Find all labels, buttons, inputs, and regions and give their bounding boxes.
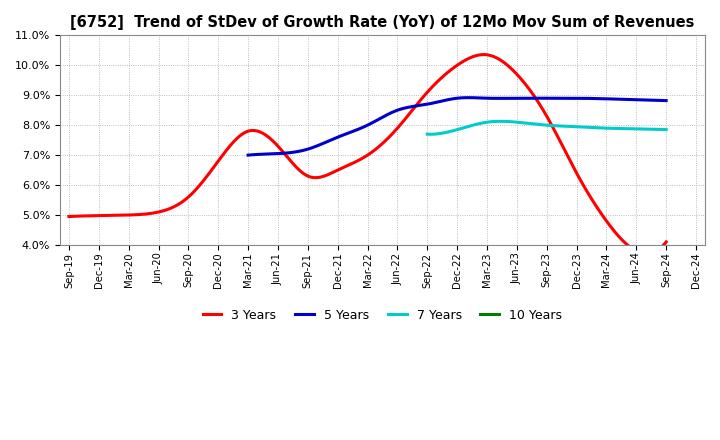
- 5 Years: [652, 98, 661, 103]
- 7 Years: [553, 123, 562, 128]
- 7 Years: [423, 132, 431, 137]
- 3 Years: [420, 93, 428, 98]
- 7 Years: [496, 119, 505, 124]
- 5 Years: [493, 96, 502, 101]
- 7 Years: [620, 126, 629, 131]
- 3 Years: [662, 239, 670, 245]
- Line: 5 Years: 5 Years: [248, 98, 666, 155]
- 5 Years: [442, 97, 451, 103]
- Line: 7 Years: 7 Years: [427, 121, 666, 134]
- 5 Years: [244, 153, 253, 158]
- 5 Years: [445, 97, 454, 102]
- 7 Years: [662, 127, 670, 132]
- 7 Years: [566, 124, 575, 129]
- 7 Years: [539, 122, 547, 128]
- 5 Years: [471, 95, 480, 100]
- 3 Years: [352, 159, 361, 164]
- 5 Years: [662, 98, 670, 103]
- 3 Years: [480, 52, 489, 57]
- 3 Years: [348, 161, 357, 166]
- Legend: 3 Years, 5 Years, 7 Years, 10 Years: 3 Years, 5 Years, 7 Years, 10 Years: [198, 304, 567, 327]
- 3 Years: [388, 132, 397, 137]
- 7 Years: [426, 132, 435, 137]
- 7 Years: [537, 122, 546, 127]
- Line: 3 Years: 3 Years: [69, 55, 666, 253]
- 7 Years: [657, 127, 666, 132]
- 5 Years: [588, 96, 596, 101]
- 3 Years: [65, 214, 73, 219]
- 3 Years: [555, 138, 564, 143]
- 5 Years: [464, 95, 473, 100]
- Title: [6752]  Trend of StDev of Growth Rate (YoY) of 12Mo Mov Sum of Revenues: [6752] Trend of StDev of Growth Rate (Yo…: [71, 15, 695, 30]
- 3 Years: [650, 249, 659, 254]
- 3 Years: [643, 251, 652, 256]
